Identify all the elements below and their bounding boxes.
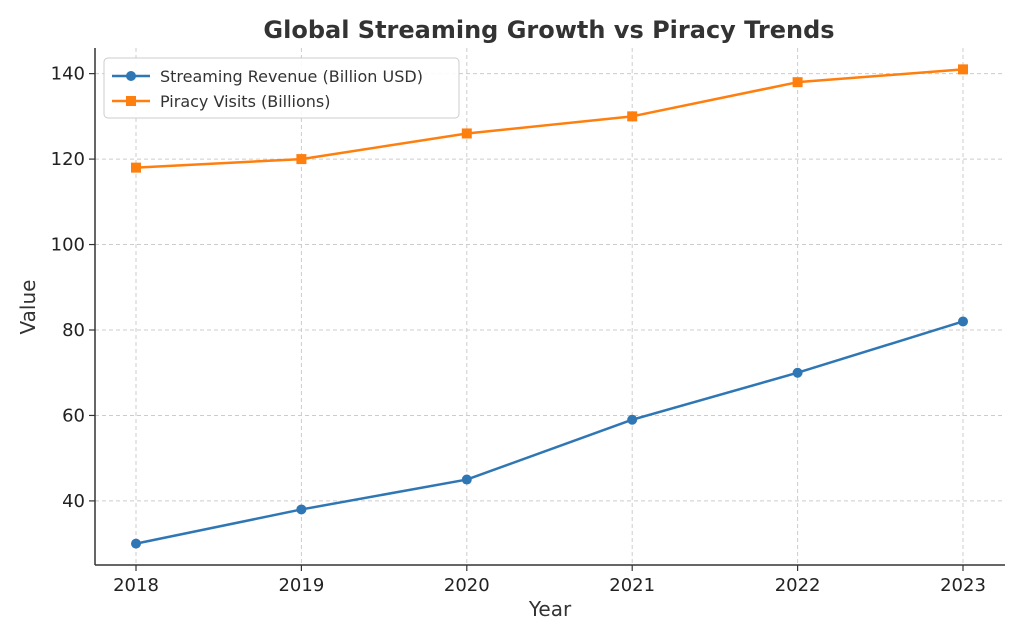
grid (95, 48, 1005, 565)
ticks: 2018 2019 2020 2021 2022 2023 40 60 80 100 120 140 (51, 64, 986, 596)
data-point (627, 111, 638, 122)
axes (94, 48, 1005, 566)
y-axis-label: Value (16, 280, 40, 335)
x-tick-label: 2018 (113, 575, 159, 596)
chart-title: Global Streaming Growth vs Piracy Trends (263, 16, 834, 44)
series-line (135, 68, 964, 169)
legend-label: Streaming Revenue (Billion USD) (160, 67, 423, 86)
y-tick-label: 80 (62, 320, 85, 341)
legend-marker (126, 96, 136, 106)
data-point (958, 316, 968, 327)
data-point (131, 162, 141, 173)
legend-entry: Piracy Visits (Billions) (112, 92, 331, 111)
data-point (792, 77, 803, 88)
x-axis-label: Year (528, 597, 572, 621)
legend-marker (126, 71, 136, 81)
data-point (296, 154, 307, 165)
data-point (958, 64, 968, 75)
x-tick-label: 2023 (940, 575, 986, 596)
data-point (131, 538, 141, 549)
y-tick-label: 40 (62, 491, 85, 512)
x-tick-label: 2021 (609, 575, 655, 596)
y-tick-label: 120 (51, 149, 85, 170)
series-1 (131, 316, 968, 549)
series (131, 64, 968, 549)
data-point (792, 367, 803, 378)
data-point (461, 474, 472, 485)
data-point (296, 504, 307, 515)
x-tick-label: 2019 (278, 575, 324, 596)
legend-label: Piracy Visits (Billions) (160, 92, 331, 111)
series-2 (131, 64, 968, 173)
data-point (627, 414, 638, 425)
x-tick-label: 2020 (444, 575, 490, 596)
legend: Streaming Revenue (Billion USD) Piracy Vi… (103, 57, 460, 119)
y-tick-label: 60 (62, 405, 85, 426)
y-tick-label: 100 (51, 235, 85, 256)
series-line (135, 320, 964, 545)
x-tick-label: 2022 (775, 575, 821, 596)
data-point (461, 128, 472, 139)
legend-entry: Streaming Revenue (Billion USD) (112, 67, 423, 86)
legend-box (103, 57, 460, 119)
y-tick-label: 140 (51, 64, 85, 85)
